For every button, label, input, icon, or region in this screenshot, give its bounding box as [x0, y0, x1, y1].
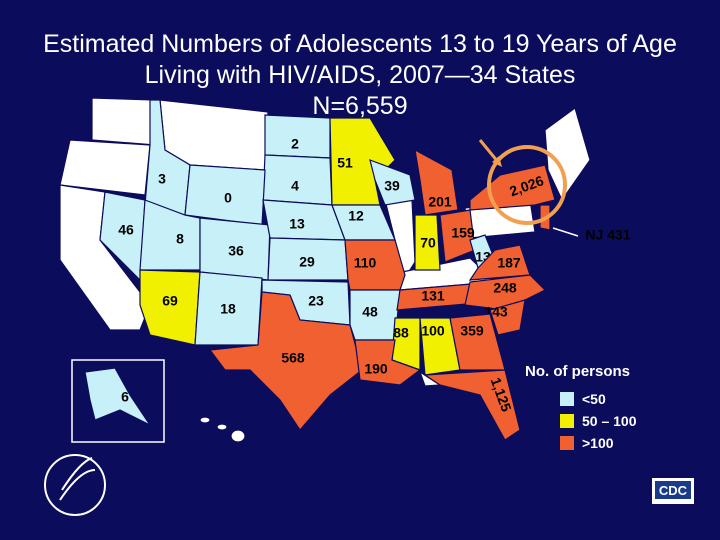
state-value: 18	[220, 301, 236, 317]
state-shape	[423, 369, 521, 441]
state-value: 12	[348, 208, 364, 224]
highlight-circle	[487, 145, 567, 225]
state-value: 8	[176, 231, 184, 247]
svg-text:CDC: CDC	[659, 483, 688, 498]
state-shape	[468, 244, 531, 281]
state-value: 13	[289, 216, 305, 232]
state-shape	[544, 107, 591, 202]
state-value: 359	[460, 323, 484, 339]
state-value: 190	[364, 361, 388, 377]
state-shape	[199, 416, 211, 424]
state-value: 3	[158, 171, 166, 187]
state-shape	[208, 291, 363, 431]
legend-swatch	[560, 414, 574, 428]
state-value: 159	[451, 225, 475, 241]
state-value: 48	[362, 304, 378, 320]
state-value: 248	[493, 280, 517, 296]
state-value: 131	[421, 288, 445, 304]
state-value: 187	[497, 255, 521, 271]
state-value: 568	[281, 350, 305, 366]
state-shape	[230, 429, 246, 443]
state-shape	[414, 148, 459, 216]
state-shape	[369, 159, 416, 206]
legend-label: >100	[582, 435, 614, 451]
alaska-inset	[71, 359, 165, 443]
cdc-logo: CDC	[652, 478, 694, 504]
state-value: 36	[228, 243, 244, 259]
state-value: 0	[224, 190, 232, 206]
hhs-logo	[44, 454, 106, 516]
state-value: 110	[354, 255, 377, 271]
state-shape	[414, 214, 441, 271]
legend-swatch	[560, 392, 574, 406]
state-value: 70	[420, 235, 436, 251]
legend-swatch	[560, 436, 574, 450]
state-value: 100	[421, 323, 445, 339]
title-line: N=6,559	[312, 92, 407, 120]
state-value: 201	[428, 194, 452, 210]
state-shape	[489, 299, 526, 336]
state-value: 69	[162, 293, 178, 309]
nj-leader	[552, 227, 579, 237]
state-shape	[139, 269, 201, 346]
state-shape	[354, 339, 422, 386]
state-value: 23	[308, 293, 324, 309]
arrow-head	[492, 156, 502, 167]
state-value: 39	[384, 178, 400, 194]
state-value: 29	[299, 254, 315, 270]
state-value: 46	[118, 222, 134, 238]
title-line: Living with HIV/AIDS, 2007—34 States	[145, 61, 576, 89]
state-shape	[59, 139, 151, 196]
state-shape	[91, 97, 156, 146]
state-value: 6	[121, 389, 129, 405]
state-shape	[84, 367, 152, 427]
state-value: NJ 431	[585, 227, 630, 243]
title-line: Estimated Numbers of Adolescents 13 to 1…	[43, 30, 677, 58]
state-value: 2	[291, 136, 299, 152]
state-value: 51	[337, 155, 353, 171]
state-value: 4	[291, 178, 299, 194]
legend-label: 50 – 100	[582, 413, 637, 429]
arrow	[478, 139, 500, 163]
legend-label: <50	[582, 391, 606, 407]
state-shape	[216, 423, 228, 431]
legend-title: No. of persons	[525, 363, 630, 380]
state-value: 88	[393, 325, 409, 341]
